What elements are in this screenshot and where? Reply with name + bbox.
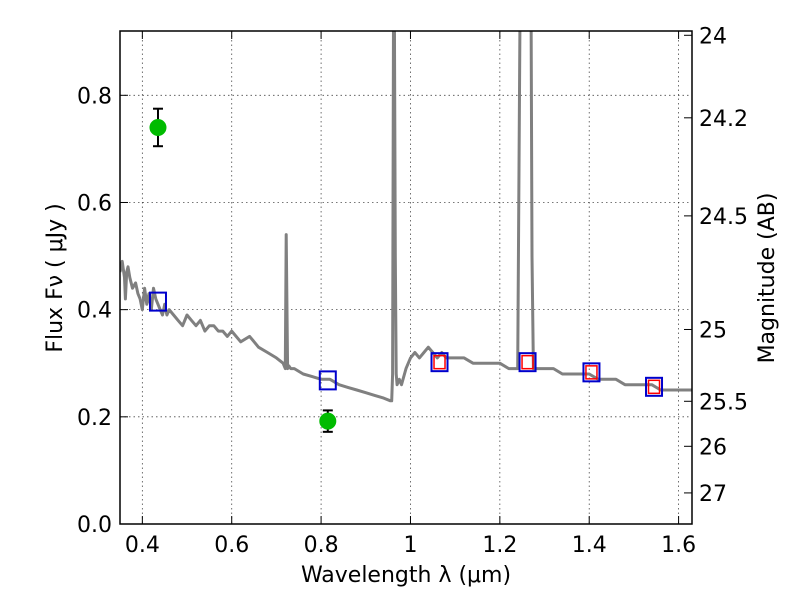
observed-flux-marker [433, 354, 446, 370]
right-axis-label: Magnitude (AB) [755, 193, 780, 364]
x-tick-label: 1.6 [661, 533, 696, 558]
x-tick-label: 0.6 [214, 533, 249, 558]
grid-layer [120, 31, 692, 524]
x-tick-label: 1.4 [572, 533, 607, 558]
plot-frame [119, 30, 693, 525]
ticks-layer: 0.4 0.6 0.8 1 1.2 1.4 1.6 0.0 0.2 0.4 0.6 0.8 24 24.2… [77, 24, 748, 558]
x-tick-label: 1.2 [482, 533, 517, 558]
observed-flux-marker [585, 365, 598, 380]
x-tick-label: 0.8 [304, 533, 339, 558]
x-axis-label: Wavelength λ (μm) [301, 563, 511, 588]
observed-flux-marker [647, 379, 661, 395]
observed-flux-marker [521, 354, 534, 370]
model-flux-marker [645, 376, 664, 397]
y-tick-label: 0.6 [77, 191, 112, 216]
model-flux-marker [430, 352, 449, 373]
right-tick-label: 25.5 [699, 390, 748, 415]
y-tick-label: 0.2 [77, 406, 112, 431]
right-tick-label: 25 [699, 318, 727, 343]
model-flux-marker [318, 370, 337, 391]
x-tick-label: 1 [403, 533, 417, 558]
detection-point [319, 412, 337, 430]
right-tick-label: 24.5 [699, 205, 748, 230]
x-tick-label: 0.4 [125, 533, 160, 558]
right-tick-label: 24 [699, 24, 727, 49]
right-tick-label: 24.2 [699, 107, 748, 132]
model-flux-marker [518, 352, 537, 373]
y-axis-label: Flux Fν ( μJy ) [43, 203, 68, 352]
right-tick-label: 27 [699, 482, 727, 507]
model-flux-marker [582, 362, 601, 383]
spectrum-line [120, 31, 692, 403]
detection-point [149, 118, 167, 136]
right-tick-label: 26 [699, 435, 727, 460]
plot-layer [120, 31, 692, 433]
y-tick-label: 0.8 [77, 84, 112, 109]
y-tick-label: 0.4 [77, 299, 112, 324]
model-flux-marker [148, 291, 167, 312]
y-tick-label: 0.0 [77, 513, 112, 538]
